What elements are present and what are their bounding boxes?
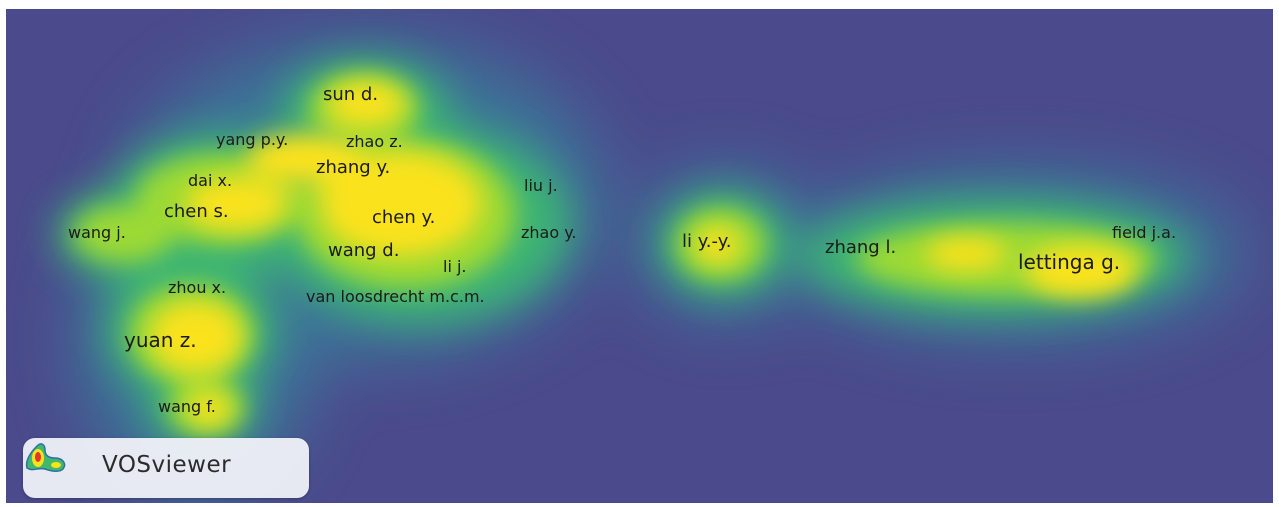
node-label-yuan-z[interactable]: yuan z.: [124, 330, 197, 350]
node-label-dai-x[interactable]: dai x.: [188, 173, 232, 189]
node-label-wang-d[interactable]: wang d.: [328, 242, 399, 260]
node-label-sun-d[interactable]: sun d.: [323, 86, 378, 104]
node-label-yang-py[interactable]: yang p.y.: [216, 132, 288, 148]
node-label-zhao-y[interactable]: zhao y.: [521, 225, 577, 241]
node-label-li-j[interactable]: li j.: [443, 259, 467, 275]
vosviewer-brand-label: VOSviewer: [102, 452, 231, 478]
node-label-field-ja[interactable]: field j.a.: [1112, 225, 1176, 241]
node-label-chen-y[interactable]: chen y.: [372, 209, 435, 227]
node-label-zhang-y[interactable]: zhang y.: [316, 159, 390, 177]
density-map[interactable]: sun d. yang p.y. zhao z. zhang y. dai x.…: [6, 9, 1273, 503]
node-label-zhou-x[interactable]: zhou x.: [168, 280, 226, 296]
node-label-wang-j[interactable]: wang j.: [68, 225, 126, 241]
node-label-van-loosdrecht[interactable]: van loosdrecht m.c.m.: [306, 289, 485, 305]
node-label-li-yy[interactable]: li y.-y.: [682, 233, 732, 251]
node-label-zhao-z[interactable]: zhao z.: [346, 134, 403, 150]
node-label-zhang-l[interactable]: zhang l.: [825, 239, 896, 257]
node-label-lettinga-g[interactable]: lettinga g.: [1018, 252, 1120, 272]
node-label-wang-f[interactable]: wang f.: [158, 399, 216, 415]
vosviewer-logo-icon: [23, 438, 69, 474]
node-label-liu-j[interactable]: liu j.: [524, 178, 558, 194]
node-label-chen-s[interactable]: chen s.: [164, 203, 229, 221]
vosviewer-badge[interactable]: VOSviewer: [23, 438, 309, 498]
